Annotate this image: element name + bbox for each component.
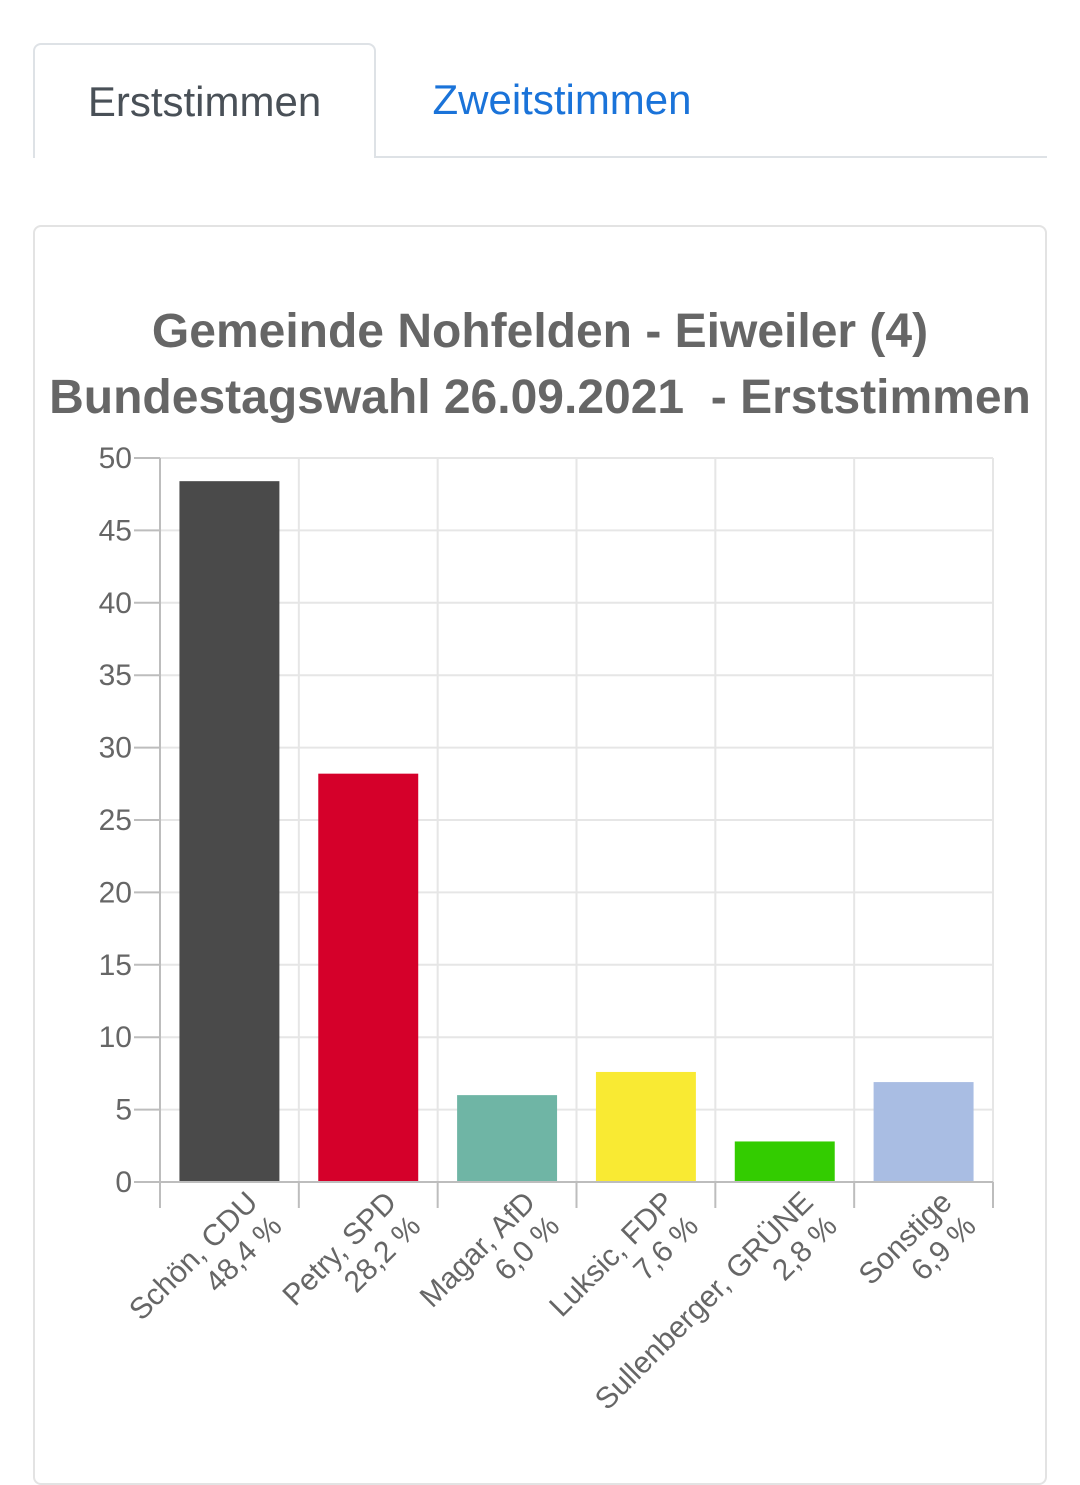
bar[interactable] <box>318 773 419 1182</box>
tab-bar: Erststimmen Zweitstimmen <box>33 43 1047 158</box>
bar[interactable] <box>179 481 280 1183</box>
bar[interactable] <box>873 1082 974 1182</box>
y-tick-label: 20 <box>99 876 132 909</box>
y-tick-label: 10 <box>99 1021 132 1054</box>
y-tick-label: 30 <box>99 732 132 765</box>
chart-bars <box>179 481 974 1183</box>
y-tick-label: 45 <box>99 514 132 547</box>
tab-erststimmen[interactable]: Erststimmen <box>33 43 376 158</box>
y-tick-label: 5 <box>115 1094 132 1127</box>
bar[interactable] <box>595 1071 696 1182</box>
tab-zweitstimmen[interactable]: Zweitstimmen <box>432 75 692 123</box>
tab-bar-divider <box>33 156 1047 158</box>
chart-title: Gemeinde Nohfelden - Eiweiler (4) <box>152 305 928 358</box>
chart-subtitle: Bundestagswahl 26.09.2021 - Erststimmen <box>49 371 1031 424</box>
bar[interactable] <box>734 1141 835 1182</box>
chart-grid <box>160 457 994 1182</box>
y-tick-label: 40 <box>99 587 132 620</box>
bar[interactable] <box>457 1095 558 1182</box>
y-tick-label: 50 <box>99 442 132 475</box>
bar-chart: Gemeinde Nohfelden - Eiweiler (4) Bundes… <box>49 305 1031 1417</box>
y-tick-label: 35 <box>99 659 132 692</box>
y-axis-ticks: 0 5 10 15 20 25 30 35 40 45 50 <box>99 442 132 1199</box>
y-tick-label: 15 <box>99 949 132 982</box>
chart-axes <box>134 457 994 1208</box>
y-tick-label: 25 <box>99 804 132 837</box>
y-tick-label: 0 <box>115 1166 132 1199</box>
